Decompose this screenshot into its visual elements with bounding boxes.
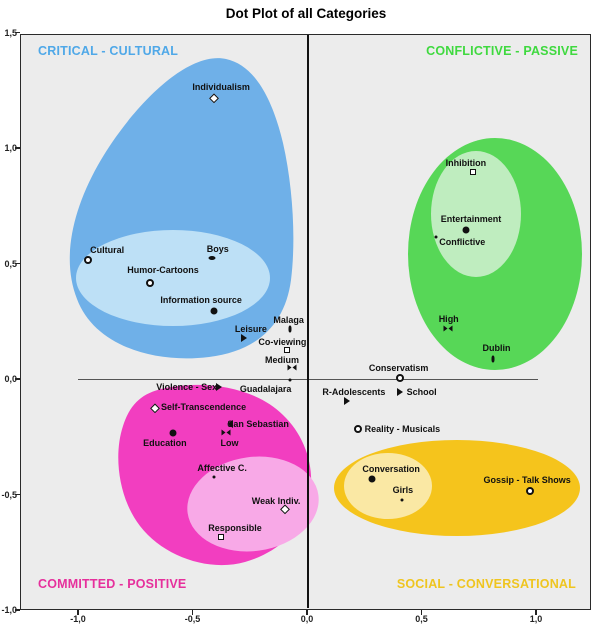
x-tick-label-1-0: 1,0 bbox=[529, 614, 543, 624]
quadrant-label-critical-cultural: CRITICAL - CULTURAL bbox=[38, 44, 179, 58]
y-zero-line bbox=[307, 35, 309, 608]
point-label-individualism: Individualism bbox=[192, 82, 250, 93]
point-label-responsible: Responsible bbox=[208, 523, 262, 534]
plot-area: CRITICAL - CULTURAL CONFLICTIVE - PASSIV… bbox=[20, 34, 591, 610]
point-label-guadalajara: Guadalajara bbox=[239, 384, 292, 394]
data-points-layer: Individualism Cultural Boys Humor-Cartoons I… bbox=[21, 35, 590, 609]
point-marker-high bbox=[443, 325, 453, 333]
quadrant-label-conflictive-passive: CONFLICTIVE - PASSIVE bbox=[426, 44, 578, 58]
quadrant-label-committed-positive: COMMITTED - POSITIVE bbox=[38, 577, 187, 591]
point-marker-self-transcendence bbox=[149, 403, 160, 413]
point-marker-medium bbox=[287, 364, 297, 372]
point-label-conversation: Conversation bbox=[362, 464, 420, 475]
point-marker-conversation bbox=[368, 475, 376, 483]
point-marker-dublin bbox=[491, 355, 495, 363]
point-marker-education bbox=[169, 429, 177, 437]
point-marker-individualism bbox=[209, 93, 219, 103]
point-marker-r-adolescents bbox=[343, 396, 350, 405]
point-label-cultural: Cultural bbox=[90, 244, 125, 255]
point-marker-gossip-talk-shows bbox=[526, 486, 535, 495]
x-tick-mark-0-0 bbox=[306, 610, 308, 615]
y-tick-label-0-0: 0,0 bbox=[4, 374, 17, 384]
point-label-leisure: Leisure bbox=[234, 324, 267, 335]
chart-title: Dot Plot of all Categories bbox=[225, 6, 387, 21]
point-label-malaga: Malaga bbox=[273, 315, 304, 326]
x-tick-mark-1-0 bbox=[77, 610, 79, 615]
x-tick-label-0-5: 0,5 bbox=[415, 614, 428, 624]
y-tick-mark-0-5 bbox=[15, 493, 20, 496]
point-label-inhibition: Inhibition bbox=[445, 158, 487, 169]
point-label-r-adolescents: R-Adolescents bbox=[322, 386, 386, 397]
point-marker-school bbox=[396, 387, 403, 396]
x-tick-label-0-0: 0,0 bbox=[300, 614, 314, 624]
x-tick-label-0-5: -0,5 bbox=[184, 614, 201, 624]
point-label-self-transcendence: Self-Transcendence bbox=[161, 401, 247, 412]
region-social-conversational-inner bbox=[344, 453, 432, 519]
point-marker-low bbox=[221, 429, 231, 437]
point-marker-leisure bbox=[240, 334, 247, 343]
point-label-reality-musicals: Reality - Musicals bbox=[364, 423, 441, 434]
point-marker-affective-c bbox=[212, 475, 216, 479]
y-tick-mark-0-0 bbox=[15, 378, 20, 380]
region-critical-cultural-inner bbox=[76, 230, 270, 326]
point-label-entertainment: Entertainment bbox=[440, 213, 502, 224]
point-marker-responsible bbox=[217, 534, 224, 541]
y-tick-label-1-0: 1,0 bbox=[4, 143, 17, 153]
x-tick-mark-1-0 bbox=[535, 610, 537, 615]
point-label-conservatism: Conservatism bbox=[368, 362, 429, 373]
point-marker-san-sebastian bbox=[227, 419, 234, 428]
point-label-high: High bbox=[438, 314, 459, 325]
y-tick-label-1-5: 1,5 bbox=[4, 27, 17, 38]
point-marker-reality-musicals bbox=[354, 424, 363, 433]
point-marker-malaga bbox=[288, 325, 292, 333]
y-tick-label-0-5: 0,5 bbox=[4, 258, 17, 269]
point-label-girls: Girls bbox=[392, 485, 414, 496]
point-label-gossip-talk-shows: Gossip - Talk Shows bbox=[483, 474, 571, 485]
point-label-school: School bbox=[406, 386, 437, 397]
point-marker-co-viewing bbox=[284, 346, 291, 353]
point-label-information-source: Information source bbox=[160, 294, 242, 305]
x-tick-mark-0-5 bbox=[420, 610, 423, 615]
point-label-boys: Boys bbox=[206, 243, 229, 254]
point-label-san-sebastian: San Sebastian bbox=[227, 418, 289, 429]
point-marker-conflictive bbox=[434, 235, 438, 239]
y-tick-mark-0-5 bbox=[15, 262, 20, 265]
region-committed-positive-inner bbox=[187, 456, 319, 552]
point-marker-boys bbox=[208, 255, 216, 260]
point-marker-conservatism bbox=[395, 373, 404, 382]
x-tick-label-1-0: -1,0 bbox=[70, 614, 86, 624]
point-marker-entertainment bbox=[462, 226, 470, 234]
point-label-weak-indiv: Weak Indiv. bbox=[251, 496, 301, 507]
point-marker-guadalajara bbox=[288, 378, 292, 382]
point-marker-cultural bbox=[84, 255, 93, 264]
point-label-low: Low bbox=[220, 438, 239, 449]
y-tick-mark-1-0 bbox=[15, 147, 20, 149]
point-label-humor-cartoons: Humor-Cartoons bbox=[127, 264, 199, 275]
point-marker-information-source bbox=[210, 307, 218, 315]
quadrant-label-social-conversational: SOCIAL - CONVERSATIONAL bbox=[396, 577, 576, 591]
point-label-dublin: Dublin bbox=[482, 343, 511, 354]
point-marker-inhibition bbox=[469, 169, 476, 176]
point-label-medium: Medium bbox=[264, 355, 299, 366]
x-tick-mark-0-5 bbox=[191, 610, 194, 615]
point-label-affective-c: Affective C. bbox=[197, 463, 247, 474]
y-tick-label-0-5: -0,5 bbox=[1, 489, 17, 500]
point-label-education: Education bbox=[143, 438, 187, 449]
point-label-conflictive: Conflictive bbox=[439, 236, 486, 247]
point-marker-girls bbox=[400, 498, 404, 502]
region-blobs bbox=[69, 58, 582, 566]
region-conflictive-passive-inner bbox=[431, 151, 521, 277]
point-marker-humor-cartoons bbox=[145, 278, 154, 287]
point-label-violence-sex: Violence - Sex bbox=[156, 381, 218, 392]
point-marker-violence-sex bbox=[215, 382, 222, 391]
y-tick-mark-1-0 bbox=[15, 609, 20, 611]
y-tick-label-1-0: -1,0 bbox=[1, 605, 17, 615]
point-label-co-viewing: Co-viewing bbox=[258, 336, 307, 347]
y-tick-mark-1-5 bbox=[15, 31, 20, 34]
